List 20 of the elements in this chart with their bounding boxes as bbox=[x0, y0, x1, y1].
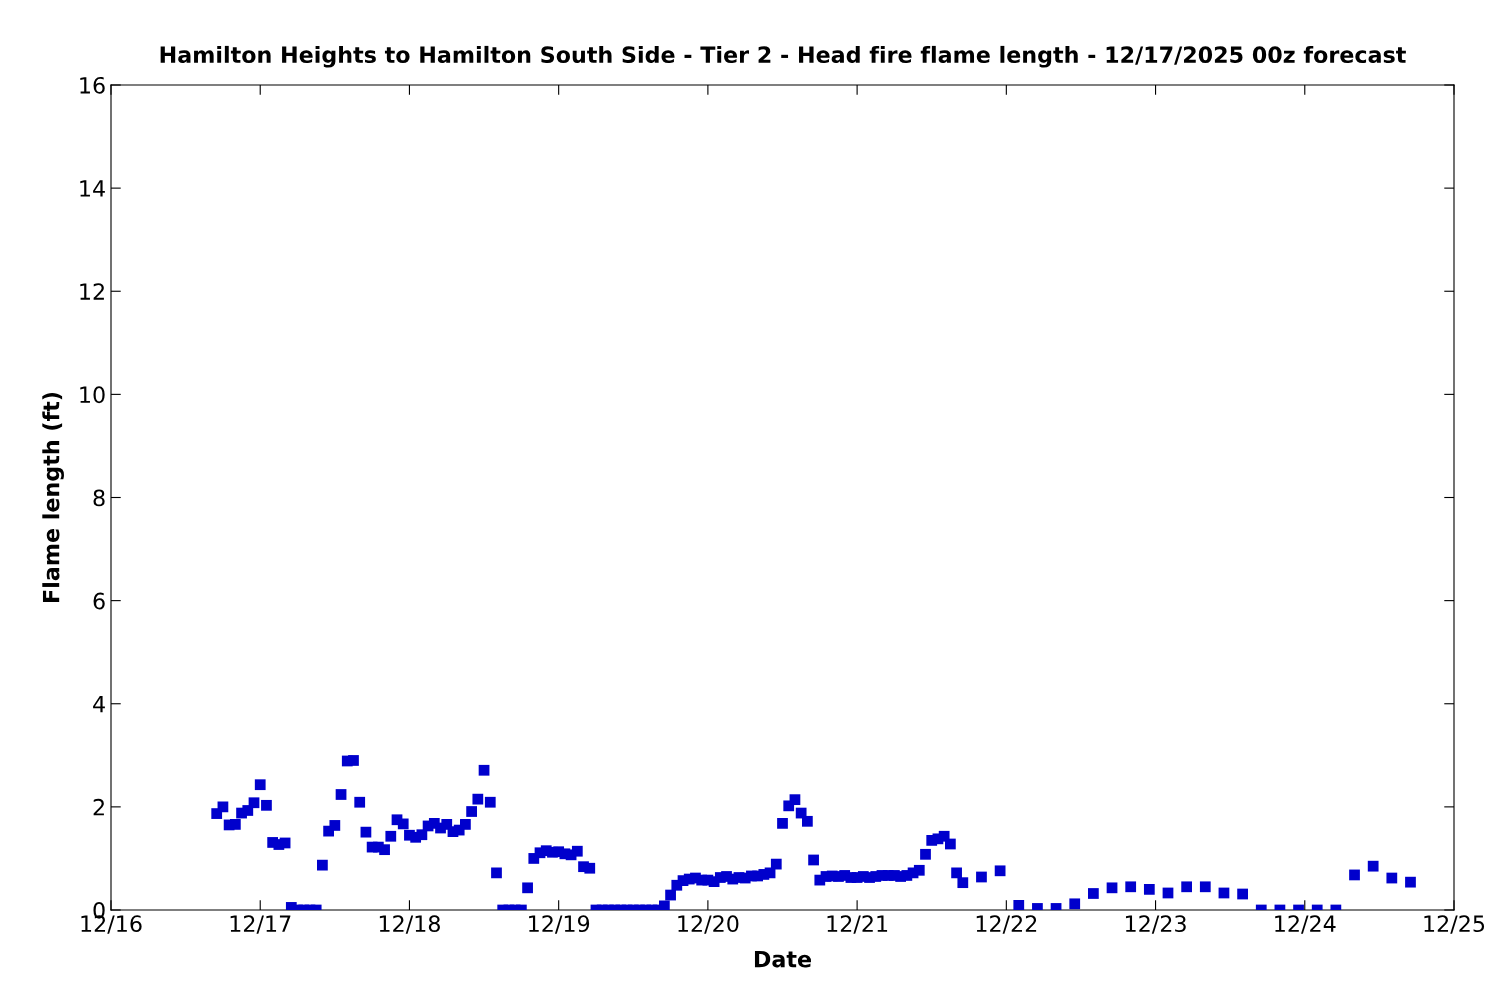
y-tick-label: 4 bbox=[93, 695, 105, 713]
y-tick-label: 2 bbox=[93, 798, 104, 816]
x-tick-label: 12/21 bbox=[827, 915, 888, 934]
x-axis-title: Date bbox=[754, 950, 811, 968]
chart-title: Hamilton Heights to Hamilton South Side - Tier 2 - Head fire flame length - 12/17/2025 00z forecast bbox=[160, 45, 1406, 68]
y-axis-title: Flame length (ft) bbox=[42, 392, 64, 602]
y-tick-label: 16 bbox=[80, 76, 105, 94]
y-tick-label: 14 bbox=[80, 180, 105, 197]
x-tick-label: 12/19 bbox=[529, 915, 590, 934]
x-tick-label: 12/18 bbox=[379, 915, 440, 934]
x-tick-label: 12/23 bbox=[1125, 915, 1186, 934]
y-tick-label: 12 bbox=[80, 283, 104, 300]
y-tick-label: 10 bbox=[80, 386, 105, 404]
y-tick-label: 8 bbox=[93, 489, 105, 507]
x-tick-label: 12/17 bbox=[230, 915, 291, 934]
x-tick-label: 12/25 bbox=[1424, 915, 1485, 934]
x-tick-label: 12/20 bbox=[678, 915, 739, 934]
y-tick-label: 6 bbox=[93, 592, 105, 610]
x-tick-label: 12/22 bbox=[976, 915, 1037, 934]
x-tick-label: 12/24 bbox=[1275, 915, 1336, 934]
